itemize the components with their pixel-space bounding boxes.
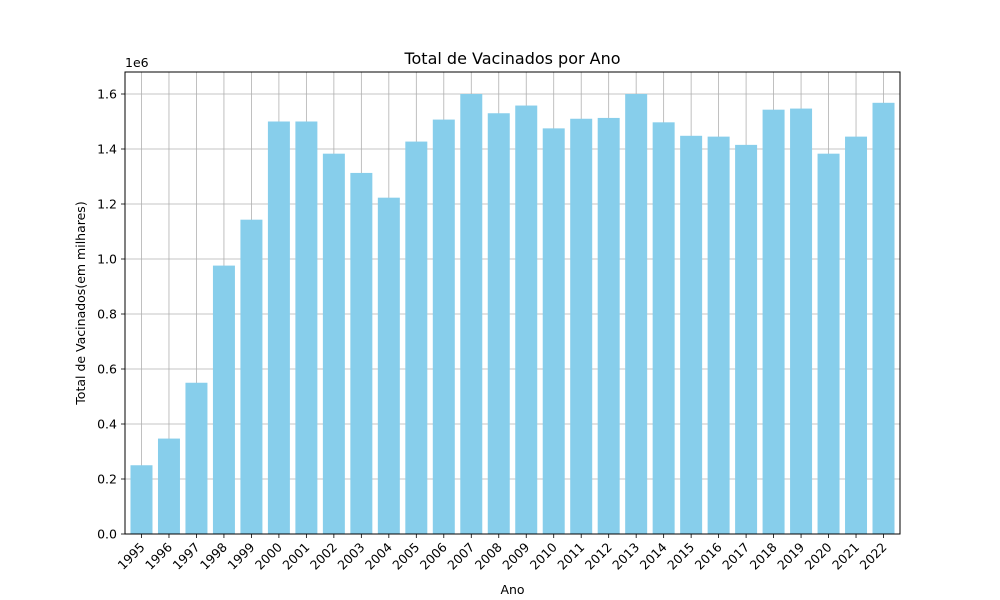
bar-2019 — [790, 108, 813, 534]
y-tick-label: 0.0 — [97, 527, 117, 542]
bar-1996 — [157, 438, 180, 534]
bar-2015 — [680, 135, 703, 535]
chart-title: Total de Vacinados por Ano — [403, 49, 620, 68]
bar-2013 — [625, 94, 648, 534]
bar-2007 — [460, 94, 483, 534]
bars — [130, 94, 895, 535]
bar-2016 — [707, 136, 730, 534]
y-axis-label: Total de Vacinados(em milhares) — [73, 201, 88, 405]
bar-1998 — [212, 265, 235, 534]
y-tick-label: 0.2 — [97, 472, 117, 487]
y-axis-offset-label: 1e6 — [125, 55, 149, 70]
bar-2009 — [515, 105, 538, 535]
y-tick-label: 0.4 — [97, 417, 117, 432]
y-tick-label: 0.8 — [97, 307, 117, 322]
bar-2001 — [295, 121, 318, 534]
bar-1995 — [130, 465, 153, 534]
bar-1999 — [240, 219, 263, 535]
bar-2020 — [817, 153, 840, 535]
bar-2021 — [845, 136, 868, 534]
bar-2003 — [350, 172, 373, 535]
y-tick-label: 1.4 — [97, 142, 117, 157]
bar-2006 — [432, 119, 455, 534]
bar-2002 — [322, 153, 345, 535]
y-axis-ticks: 0.0 0.2 0.4 0.6 0.8 1.0 1.2 1.4 1.6 — [97, 87, 125, 542]
y-tick-label: 1.6 — [97, 87, 117, 102]
bar-2018 — [762, 109, 785, 535]
y-tick-label: 1.2 — [97, 197, 117, 212]
bar-2004 — [377, 197, 400, 535]
bar-2017 — [735, 144, 758, 534]
bar-2010 — [542, 128, 565, 534]
bar-2014 — [652, 122, 675, 534]
bar-1997 — [185, 382, 208, 534]
bar-2022 — [872, 102, 895, 535]
y-tick-label: 1.0 — [97, 252, 117, 267]
plot-frame — [124, 71, 901, 535]
bar-2000 — [267, 121, 290, 534]
bar-2008 — [487, 113, 510, 534]
bar-2005 — [405, 141, 428, 534]
bar-2011 — [570, 118, 593, 534]
x-axis-label: Ano — [500, 582, 524, 597]
bar-2012 — [597, 117, 620, 535]
y-tick-label: 0.6 — [97, 362, 117, 377]
